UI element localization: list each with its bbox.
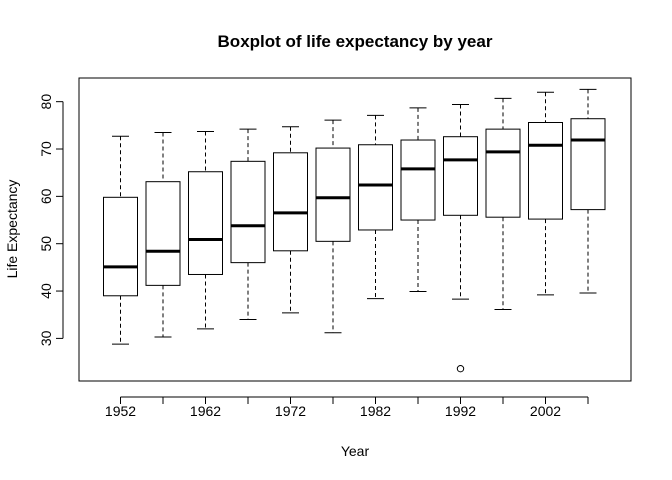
box-rect (358, 144, 393, 231)
box-2002 (528, 91, 563, 296)
plot-frame (78, 77, 632, 382)
box-1987 (400, 107, 436, 293)
box-rect (145, 181, 181, 286)
box-rect (443, 136, 478, 216)
box-rect (273, 152, 308, 252)
box-2007 (570, 88, 606, 294)
box-rect (103, 196, 138, 297)
box-rect (400, 139, 436, 221)
box-rect (528, 122, 563, 220)
y-tick-label: 40 (38, 283, 54, 299)
y-axis-label: Life Expectancy (4, 180, 20, 279)
x-tick-label: 1962 (190, 403, 221, 419)
box-rect (188, 171, 223, 275)
x-tick-label: 2002 (530, 403, 561, 419)
chart-title: Boxplot of life expectancy by year (218, 32, 493, 51)
box-1957 (145, 131, 181, 338)
boxes-group (103, 88, 606, 373)
box-rect (485, 128, 521, 218)
box-1962 (188, 130, 223, 330)
box-1982 (358, 114, 393, 300)
box-rect (230, 160, 266, 264)
box-1972 (273, 126, 308, 314)
y-tick-label: 60 (38, 188, 54, 204)
x-tick-label: 1992 (445, 403, 476, 419)
x-tick-label: 1952 (105, 403, 136, 419)
box-rect (570, 118, 606, 211)
box-1977 (315, 119, 351, 334)
box-1992 (443, 104, 478, 373)
x-tick-label: 1972 (275, 403, 306, 419)
x-axis-label: Year (341, 443, 370, 459)
x-axis: 1952 1962 1972 1982 1992 2002 (105, 396, 589, 419)
y-tick-label: 70 (38, 141, 54, 157)
y-tick-label: 50 (38, 236, 54, 252)
box-1997 (485, 97, 521, 311)
y-tick-label: 80 (38, 94, 54, 110)
outlier-point (456, 364, 465, 373)
y-axis: 30 40 50 60 70 80 (38, 94, 64, 346)
x-tick-label: 1982 (360, 403, 391, 419)
y-tick-label: 30 (38, 330, 54, 346)
box-1967 (230, 128, 266, 320)
box-rect (315, 147, 351, 242)
box-1952 (103, 135, 138, 345)
